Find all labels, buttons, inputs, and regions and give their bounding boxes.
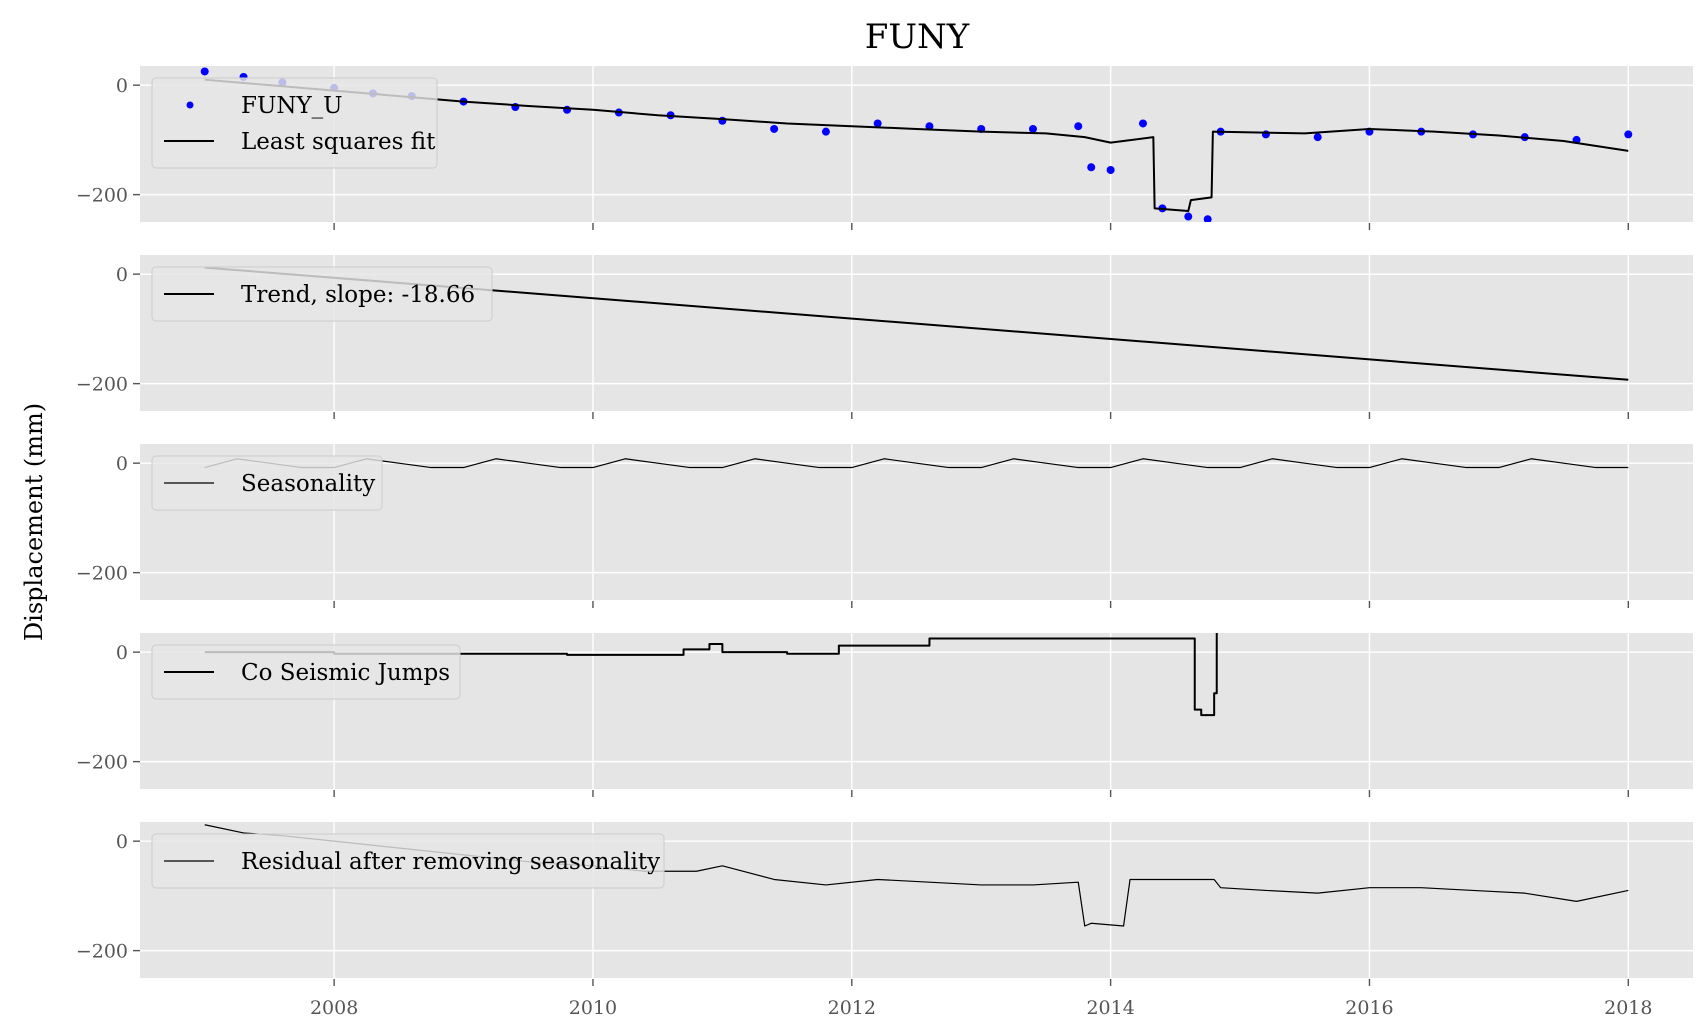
legend: Trend, slope: -18.66 [151,266,493,322]
series-group [204,633,1218,717]
y-tick-label: −200 [76,185,128,207]
panels-group: 0 −200 FUNY_U Least squares fit 0 −200 Trend, … [76,66,1693,1019]
y-tick-label: 0 [116,831,128,853]
data-point [1074,122,1083,131]
legend-label: Seasonality [241,471,375,497]
x-tick-label: 2014 [1086,997,1134,1019]
data-point [1184,212,1193,221]
data-point [1028,124,1037,133]
data-point [563,105,572,114]
legend: Residual after removing seasonality [151,833,665,889]
legend-box [151,833,665,889]
y-tick-label: −200 [76,941,128,963]
data-point [1106,166,1115,174]
data-point [821,127,830,136]
legend-marker [186,101,194,109]
data-point [925,122,934,131]
x-tick-label: 2016 [1345,997,1393,1019]
legend-label: Residual after removing seasonality [241,849,660,875]
plot-area-background [140,444,1693,600]
data-point [1087,163,1096,172]
data-point [200,67,209,76]
legend-box [151,77,438,169]
panel-seasonality: 0 −200 Seasonality [76,444,1693,608]
legend-label: Co Seismic Jumps [241,660,450,686]
x-tick-label: 2008 [310,997,358,1019]
legend: Seasonality [151,455,383,511]
y-tick-label: −200 [76,752,128,774]
legend-box [151,266,493,322]
legend-label: Trend, slope: -18.66 [241,282,475,308]
series-line [204,633,1218,717]
y-axis-label: Displacement (mm) [20,403,48,641]
data-point [1624,130,1633,139]
data-point [1138,119,1147,128]
data-point [1313,133,1322,142]
y-tick-label: 0 [116,264,128,286]
data-point [873,119,882,128]
legend-label: Least squares fit [241,129,436,155]
series-line [204,78,1629,213]
chart-title: FUNY [865,17,970,57]
panel-observed-and-fit: 0 −200 FUNY_U Least squares fit [76,66,1693,230]
y-tick-label: 0 [116,75,128,97]
x-tick-label: 2010 [569,997,617,1019]
series-group [204,458,1629,469]
legend-box [151,644,461,700]
legend-label: FUNY_U [241,93,343,119]
legend-box [151,455,383,511]
panel-co-seismic-jumps: 0 −200 Co Seismic Jumps [76,633,1693,797]
panel-residual: 0 −200 Residual after removing seasonality [76,822,1693,986]
y-tick-label: −200 [76,374,128,396]
y-tick-label: 0 [116,453,128,475]
legend: FUNY_U Least squares fit [151,77,438,169]
data-point [770,124,779,133]
x-tick-label: 2012 [828,997,876,1019]
panel-trend: 0 −200 Trend, slope: -18.66 [76,255,1693,419]
y-tick-label: −200 [76,563,128,585]
y-tick-label: 0 [116,642,128,664]
x-tick-label: 2018 [1604,997,1652,1019]
series-line [204,458,1629,469]
legend: Co Seismic Jumps [151,644,461,700]
data-point [1203,215,1212,222]
